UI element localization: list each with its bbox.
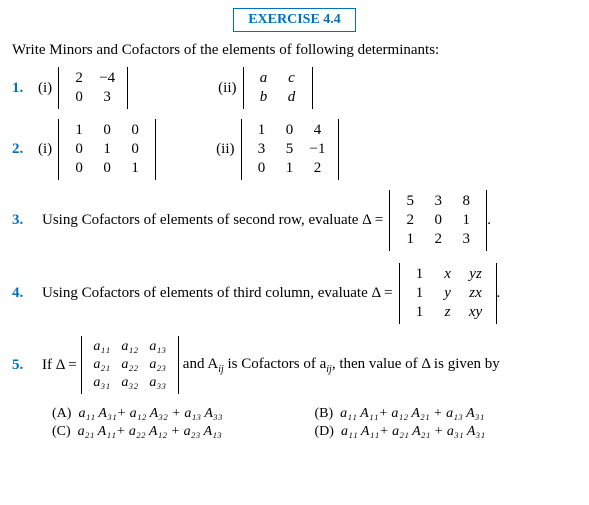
- q5-opt-a: (A) a₁₁ A₃₁+ a₁₂ A₃₂ + a₁₃ A₃₃: [52, 406, 315, 422]
- det-cell: 1: [93, 140, 121, 159]
- intro-text: Write Minors and Cofactors of the elemen…: [12, 42, 577, 59]
- q3-number: 3.: [12, 212, 38, 229]
- det-cell: 1: [396, 230, 424, 249]
- q4-text: Using Cofactors of elements of third col…: [42, 285, 393, 302]
- q1-ii-det: a c b d: [243, 67, 313, 109]
- det-cell: 1: [65, 121, 93, 140]
- opt-a-label: (A): [52, 406, 71, 421]
- det-cell: 3: [248, 140, 276, 159]
- q1-i-label: (i): [38, 80, 52, 97]
- opt-d-label: (D): [315, 424, 334, 439]
- q5-pre: If Δ =: [42, 357, 77, 374]
- det-cell: z: [434, 303, 462, 322]
- det-cell: y: [434, 284, 462, 303]
- q2-ii-label: (ii): [216, 141, 234, 158]
- det-cell: 2: [424, 230, 452, 249]
- q1-i-det: 2 −4 0 3: [58, 67, 128, 109]
- q4-det: 1 x yz 1 y zx 1 z xy: [399, 263, 497, 324]
- det-cell: 0: [424, 211, 452, 230]
- q2-i-det: 1 0 0 0 1 0 0 0 1: [58, 119, 156, 180]
- det-cell: a₂₃: [144, 356, 172, 374]
- exercise-header: EXERCISE 4.4: [12, 8, 577, 32]
- q1-number: 1.: [12, 80, 38, 97]
- det-cell: 1: [248, 121, 276, 140]
- q5-opt-b: (B) a₁₁ A₁₁+ a₁₂ A₂₁ + a₁₃ A₃₁: [315, 406, 578, 422]
- det-cell: 1: [406, 303, 434, 322]
- det-cell: a₃₃: [144, 374, 172, 392]
- question-2: 2. (i) 1 0 0 0 1 0 0 0 1 (ii) 1 0 4 3 5 …: [12, 119, 577, 180]
- det-cell: 2: [304, 159, 332, 178]
- det-cell: 3: [424, 192, 452, 211]
- det-cell: 4: [304, 121, 332, 140]
- q3-text: Using Cofactors of elements of second ro…: [42, 212, 383, 229]
- det-cell: a₁₂: [116, 338, 144, 356]
- det-cell: 5: [276, 140, 304, 159]
- det-cell: 0: [65, 88, 93, 107]
- det-cell: 1: [452, 211, 480, 230]
- opt-a-expr: a₁₁ A₃₁+ a₁₂ A₃₂ + a₁₃ A₃₃: [78, 406, 222, 421]
- det-cell: a₃₂: [116, 374, 144, 392]
- det-cell: 1: [121, 159, 149, 178]
- q2-i-label: (i): [38, 141, 52, 158]
- det-cell: 0: [121, 140, 149, 159]
- question-5: 5. If Δ = a₁₁ a₁₂ a₁₃ a₂₁ a₂₂ a₂₃ a₃₁ a₃…: [12, 336, 577, 394]
- det-cell: 0: [121, 121, 149, 140]
- det-cell: a₁₃: [144, 338, 172, 356]
- det-cell: 1: [276, 159, 304, 178]
- q1-ii-label: (ii): [218, 80, 236, 97]
- det-cell: a: [250, 69, 278, 88]
- det-cell: 0: [65, 140, 93, 159]
- q5-post: and Aij is Cofactors of aij, then value …: [183, 356, 500, 375]
- det-cell: yz: [462, 265, 490, 284]
- q2-ii-det: 1 0 4 3 5 −1 0 1 2: [241, 119, 339, 180]
- det-cell: 5: [396, 192, 424, 211]
- det-cell: 0: [276, 121, 304, 140]
- q2-number: 2.: [12, 141, 38, 158]
- det-cell: 0: [248, 159, 276, 178]
- det-cell: −4: [93, 69, 121, 88]
- q5-det: a₁₁ a₁₂ a₁₃ a₂₁ a₂₂ a₂₃ a₃₁ a₃₂ a₃₃: [81, 336, 179, 394]
- det-cell: 2: [65, 69, 93, 88]
- opt-b-expr: a₁₁ A₁₁+ a₁₂ A₂₁ + a₁₃ A₃₁: [340, 406, 484, 421]
- det-cell: 3: [452, 230, 480, 249]
- det-cell: a₁₁: [88, 338, 116, 356]
- opt-c-expr: a₂₁ A₁₁+ a₂₂ A₁₂ + a₂₃ A₁₃: [78, 424, 222, 439]
- det-cell: a₃₁: [88, 374, 116, 392]
- q3-det: 5 3 8 2 0 1 1 2 3: [389, 190, 487, 251]
- det-cell: b: [250, 88, 278, 107]
- det-cell: 0: [93, 159, 121, 178]
- q4-number: 4.: [12, 285, 38, 302]
- question-3: 3. Using Cofactors of elements of second…: [12, 190, 577, 251]
- det-cell: c: [278, 69, 306, 88]
- question-1: 1. (i) 2 −4 0 3 (ii) a c b d: [12, 67, 577, 109]
- opt-c-label: (C): [52, 424, 71, 439]
- det-cell: a₂₁: [88, 356, 116, 374]
- det-cell: 0: [93, 121, 121, 140]
- q5-opt-d: (D) a₁₁ A₁₁+ a₂₁ A₂₁ + a₃₁ A₃₁: [315, 424, 578, 440]
- det-cell: zx: [462, 284, 490, 303]
- q5-post3: , then value of Δ is given by: [332, 356, 500, 372]
- opt-d-expr: a₁₁ A₁₁+ a₂₁ A₂₁ + a₃₁ A₃₁: [341, 424, 485, 439]
- det-cell: x: [434, 265, 462, 284]
- q5-post2: is Cofactors of a: [224, 356, 326, 372]
- det-cell: a₂₂: [116, 356, 144, 374]
- det-cell: 1: [406, 284, 434, 303]
- det-cell: 1: [406, 265, 434, 284]
- det-cell: 2: [396, 211, 424, 230]
- det-cell: 8: [452, 192, 480, 211]
- det-cell: d: [278, 88, 306, 107]
- exercise-title: EXERCISE 4.4: [233, 8, 356, 32]
- det-cell: xy: [462, 303, 490, 322]
- q5-opt-c: (C) a₂₁ A₁₁+ a₂₂ A₁₂ + a₂₃ A₁₃: [52, 424, 315, 440]
- det-cell: 0: [65, 159, 93, 178]
- det-cell: 3: [93, 88, 121, 107]
- question-4: 4. Using Cofactors of elements of third …: [12, 263, 577, 324]
- q3-dot: .: [487, 212, 491, 229]
- q5-number: 5.: [12, 357, 38, 374]
- q5-post1: and A: [183, 356, 218, 372]
- det-cell: −1: [304, 140, 332, 159]
- opt-b-label: (B): [315, 406, 334, 421]
- q5-options: (A) a₁₁ A₃₁+ a₁₂ A₃₂ + a₁₃ A₃₃ (B) a₁₁ A…: [52, 406, 577, 442]
- q4-dot: .: [497, 285, 501, 302]
